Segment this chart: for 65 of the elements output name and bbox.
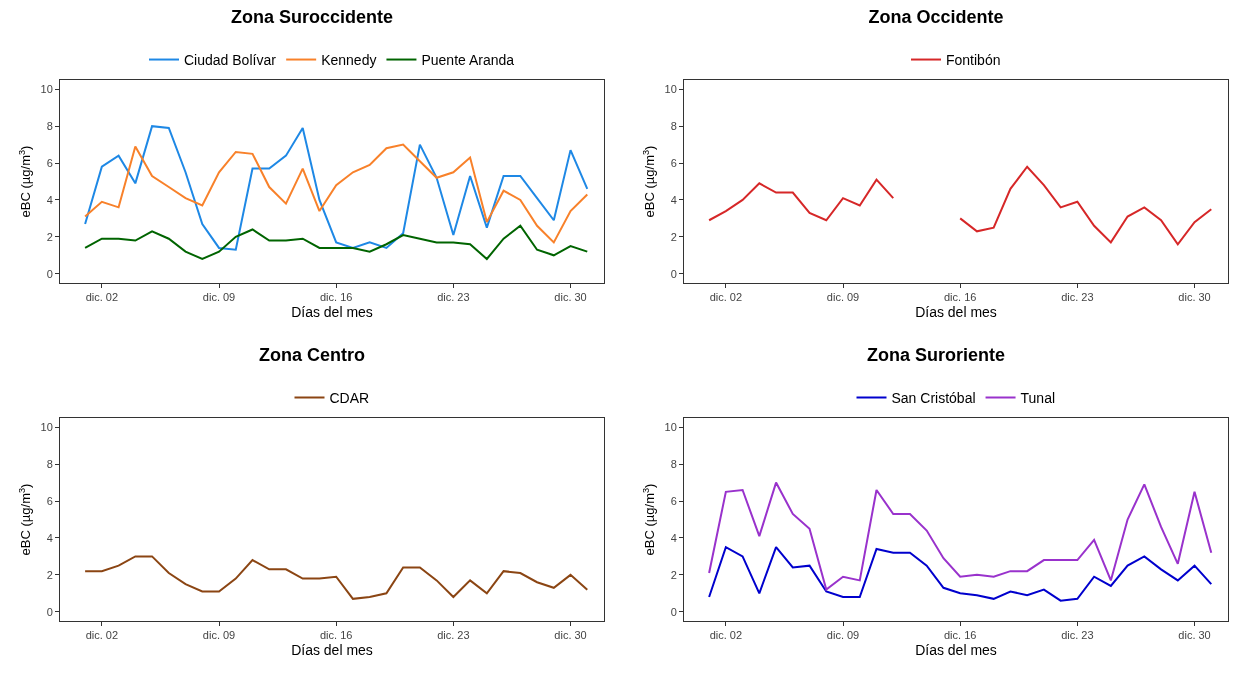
y-tick-label: 4: [46, 193, 53, 206]
line-series: [708, 546, 1213, 602]
x-tick-label: dic. 30: [1178, 629, 1211, 642]
x-tick-label: dic. 23: [437, 629, 470, 642]
legend-label: Kennedy: [321, 52, 377, 68]
y-tick-label: 4: [670, 193, 677, 206]
x-tick-label: dic. 09: [202, 291, 236, 304]
legend-label: Puente Aranda: [421, 52, 515, 68]
y-tick-label: 6: [670, 494, 677, 507]
y-tick-label: 6: [46, 494, 53, 507]
y-tick-label: 6: [670, 156, 677, 169]
y-tick-label: 2: [670, 230, 677, 243]
x-axis-title: Días del mes: [915, 303, 997, 320]
x-tick-label: dic. 16: [943, 291, 977, 304]
chart-title: Zona Suroccidente: [230, 6, 394, 27]
x-axis-title: Días del mes: [291, 641, 373, 658]
legend-label: Tunal: [1020, 390, 1056, 406]
x-tick-label: dic. 23: [1061, 291, 1094, 304]
y-tick-label: 6: [46, 156, 53, 169]
y-tick-label: 2: [46, 568, 53, 581]
y-tick-label: 4: [46, 531, 53, 544]
x-tick-label: dic. 09: [826, 291, 860, 304]
x-tick-label: dic. 30: [554, 629, 587, 642]
legend-label: Ciudad Bolívar: [184, 52, 277, 68]
y-tick-label: 0: [46, 605, 53, 618]
x-tick-label: dic. 02: [85, 291, 119, 304]
y-tick-label: 2: [670, 568, 677, 581]
line-series: [84, 224, 589, 261]
x-tick-label: dic. 02: [709, 629, 743, 642]
chart-title: Zona Suroriente: [866, 344, 1006, 365]
line-series: [708, 481, 1213, 591]
x-tick-label: dic. 30: [554, 291, 587, 304]
line-series: [84, 143, 589, 244]
x-tick-label: dic. 16: [319, 291, 353, 304]
y-tick-label: 8: [670, 457, 677, 470]
x-axis-title: Días del mes: [291, 303, 373, 320]
y-tick-label: 8: [46, 457, 53, 470]
line-series: [84, 555, 589, 600]
x-tick-label: dic. 16: [319, 629, 353, 642]
legend-label: Fontibón: [946, 52, 1001, 68]
y-tick-label: 10: [40, 421, 53, 434]
chart-title: Zona Occidente: [868, 6, 1004, 27]
y-tick-label: 4: [670, 531, 677, 544]
x-tick-label: dic. 30: [1178, 291, 1211, 304]
x-tick-label: dic. 16: [943, 629, 977, 642]
x-tick-label: dic. 23: [1061, 629, 1094, 642]
chart-title: Zona Centro: [259, 344, 365, 365]
y-tick-label: 0: [670, 267, 677, 280]
y-tick-label: 10: [40, 83, 53, 96]
x-tick-label: dic. 02: [709, 291, 743, 304]
y-tick-label: 8: [46, 119, 53, 132]
x-tick-label: dic. 02: [85, 629, 119, 642]
legend-label: San Cristóbal: [891, 390, 976, 406]
y-tick-label: 10: [664, 421, 677, 434]
legend-label: CDAR: [329, 390, 370, 406]
y-tick-label: 2: [46, 230, 53, 243]
y-tick-label: 10: [664, 83, 677, 96]
line-series: [84, 125, 589, 251]
y-tick-label: 8: [670, 119, 677, 132]
x-tick-label: dic. 23: [437, 291, 470, 304]
x-axis-title: Días del mes: [915, 641, 997, 658]
x-tick-label: dic. 09: [826, 629, 860, 642]
y-tick-label: 0: [46, 267, 53, 280]
y-tick-label: 0: [670, 605, 677, 618]
x-tick-label: dic. 09: [202, 629, 236, 642]
